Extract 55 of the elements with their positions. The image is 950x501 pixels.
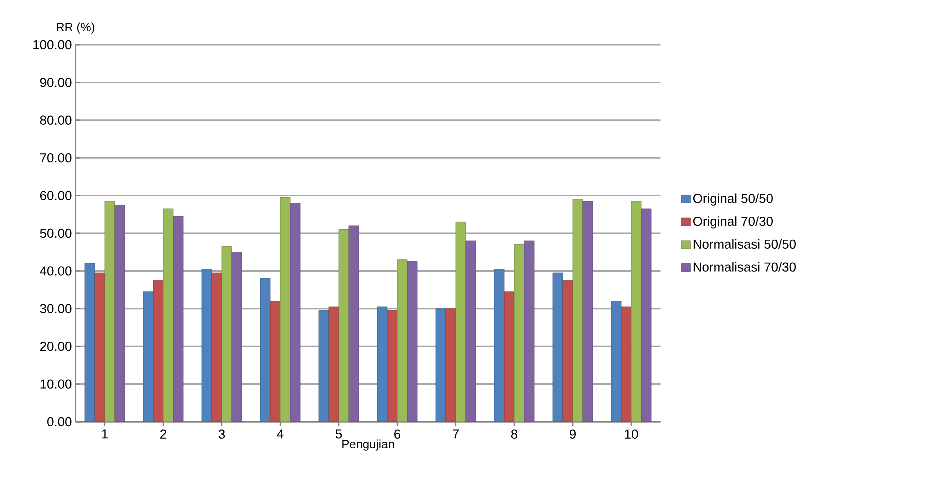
bar — [494, 269, 505, 422]
bar — [466, 240, 476, 422]
legend-label: Original 50/50 — [693, 194, 773, 206]
bar — [436, 308, 446, 422]
bar — [348, 226, 360, 422]
bar — [260, 278, 271, 422]
x-tick-label: 8 — [511, 430, 518, 439]
y-tick-label: 0.00 — [48, 417, 72, 427]
bar — [104, 201, 116, 422]
legend-label: Normalisasi 50/50 — [694, 239, 796, 249]
bar — [582, 201, 594, 422]
bar — [407, 262, 418, 422]
bar — [397, 260, 408, 422]
y-tick-label: 50.00 — [40, 228, 72, 238]
legend-label: Original 70/30 — [693, 216, 773, 229]
bar — [631, 201, 642, 422]
x-tick-label: 6 — [394, 430, 401, 439]
bar — [114, 205, 126, 422]
y-tick-label: 90.00 — [40, 78, 72, 88]
y-tick-label: 80.00 — [40, 116, 72, 125]
y-tick-label: 60.00 — [40, 191, 72, 200]
bar — [84, 263, 96, 422]
x-tick-label: 9 — [570, 430, 576, 439]
bar — [202, 269, 212, 422]
y-tick-label: 100.00 — [34, 40, 72, 50]
bar — [456, 222, 466, 422]
bar — [524, 240, 535, 422]
y-tick-label: 10.00 — [40, 380, 72, 389]
bar — [338, 230, 350, 422]
y-tick-label: 40.00 — [40, 266, 72, 276]
legend-label: Normalisasi 70/30 — [694, 262, 796, 272]
bar — [163, 208, 174, 422]
x-tick-label: 3 — [218, 430, 226, 439]
x-tick-label: 7 — [453, 430, 459, 439]
bar — [514, 244, 525, 422]
x-tick-label: 5 — [336, 430, 342, 439]
bar — [270, 301, 281, 422]
y-tick-label: 30.00 — [40, 304, 72, 314]
bar — [232, 252, 242, 422]
x-axis-title: Pengujian — [342, 440, 394, 451]
bar — [446, 308, 456, 422]
bar — [222, 246, 232, 422]
y-axis-title: RR (%) — [57, 22, 95, 34]
bar — [611, 301, 622, 422]
y-tick-label: 70.00 — [40, 154, 72, 163]
x-tick-label: 2 — [160, 430, 166, 439]
x-tick-label: 4 — [277, 430, 284, 439]
x-tick-label: 1 — [102, 430, 108, 439]
bar — [173, 216, 184, 422]
bar — [290, 203, 301, 422]
x-tick-label: 10 — [625, 430, 638, 439]
bar — [280, 197, 291, 422]
y-tick-label: 20.00 — [40, 342, 72, 352]
bar — [641, 208, 652, 422]
bar — [572, 199, 584, 422]
